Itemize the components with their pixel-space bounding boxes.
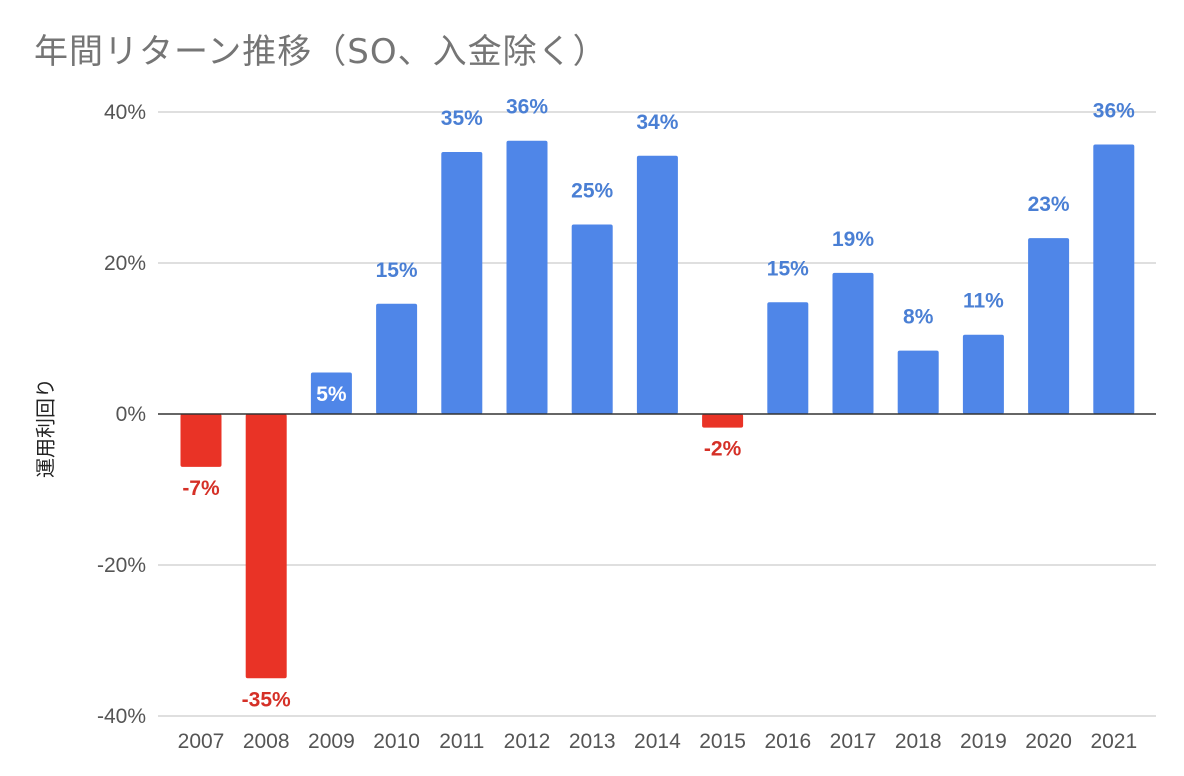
x-tick-label: 2016 [764,730,811,753]
data-label: 15% [767,257,809,280]
data-label: -2% [704,438,742,461]
x-tick-label: 2012 [504,730,551,753]
x-tick-label: 2008 [243,730,290,753]
x-tick-label: 2014 [634,730,681,753]
y-tick-label: -40% [97,705,146,728]
bar-2010 [376,303,418,414]
x-tick-label: 2017 [830,730,877,753]
bar-2021 [1093,144,1135,414]
bar-2016 [767,302,809,414]
data-label: 35% [441,107,483,130]
x-tick-label: 2013 [569,730,616,753]
bar-2013 [571,224,613,414]
bars [180,140,1135,679]
data-label: 15% [376,259,418,282]
x-tick-label: 2021 [1090,730,1137,753]
bar-2015 [702,414,744,428]
bar-2009 [310,372,352,414]
bar-2014 [636,155,678,415]
x-tick-label: 2010 [373,730,420,753]
data-label: 8% [903,306,934,329]
data-label: 36% [506,96,548,119]
bar-2012 [506,140,548,414]
bar-2011 [441,152,483,414]
data-label: -35% [242,688,291,711]
y-tick-label: 20% [104,252,146,275]
x-tick-label: 2007 [178,730,225,753]
y-tick-label: -20% [97,554,146,577]
bar-2019 [962,334,1004,414]
x-tick-label: 2011 [439,730,484,753]
bar-2017 [832,272,874,414]
data-label: 34% [636,111,678,134]
x-tick-label: 2018 [895,730,942,753]
chart-title: 年間リターン推移（SO、入金除く） [34,32,608,72]
data-label: 5% [316,383,347,406]
data-label: 23% [1028,193,1070,216]
bar-2018 [897,350,939,414]
x-tick-label: 2015 [699,730,746,753]
data-label: 19% [832,228,874,251]
y-tick-label: 40% [104,101,146,124]
data-label: 36% [1093,99,1135,122]
data-label: -7% [182,477,220,500]
y-tick-label: 0% [116,403,146,426]
bar-2020 [1028,238,1070,414]
bar-2007 [180,414,222,467]
data-labels: -7% -35% 5% 15% 35% 36% 25% 34% -2% 15% 19% 8% 11% 23… [182,96,1135,712]
x-tick-label: 2019 [960,730,1007,753]
x-tick-label: 2020 [1025,730,1072,753]
y-axis-ticks: 40% 20% 0% -20% -40% [97,101,146,728]
bar-2008 [245,414,287,679]
x-axis-ticks: 2007 2008 2009 2010 2011 2012 2013 2014 2015 2016… [178,730,1138,753]
x-tick-label: 2009 [308,730,355,753]
data-label: 25% [571,179,613,202]
data-label: 11% [963,290,1004,313]
